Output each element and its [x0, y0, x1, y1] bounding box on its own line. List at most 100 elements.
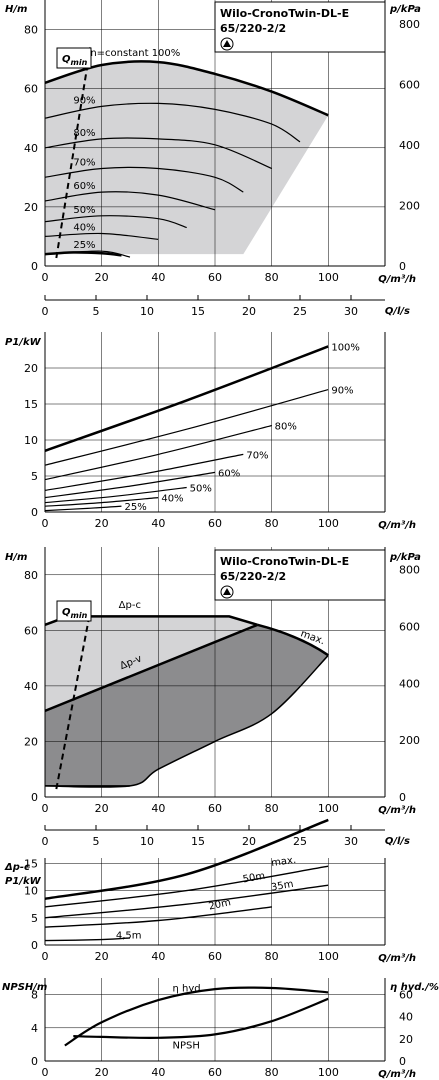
control-power-curve-35m [44, 884, 329, 919]
power-curve-label: 25% [125, 502, 147, 513]
head-x-tick-label: 100 [318, 271, 339, 284]
power-x-tick-label: 40 [151, 517, 165, 530]
power-y-tick-label: 15 [24, 398, 38, 411]
head-qmin-label: Qmin [62, 54, 88, 67]
power-y-tick-label: 20 [24, 362, 38, 375]
head-curve-label: 25% [73, 240, 95, 251]
control-head-y-right-tick-label: 600 [399, 621, 420, 634]
control-head-x-label: Q/m³/h [378, 805, 416, 816]
control-power-curve-label: 50m [242, 871, 266, 886]
power-x-tick-label: 60 [208, 517, 222, 530]
control-power-y-tick-label: 10 [24, 885, 38, 898]
npsh-curve-efficiency [64, 986, 329, 1047]
control-power-curve-label: max. [271, 855, 297, 869]
head-secondary-tick-label: 25 [293, 305, 307, 318]
npsh-x-tick-label: 100 [318, 1066, 339, 1079]
control-power-curve-label: 20m [208, 897, 232, 912]
head-x-tick-label: 80 [265, 271, 279, 284]
control-head-qmin-rect [56, 600, 92, 622]
control-head-x-tick-label: 40 [151, 802, 165, 815]
control-power-x-tick-label: 60 [208, 950, 222, 963]
power-x-label: Q/m³/h [378, 520, 416, 531]
control-head-secondary-tick-label: 25 [293, 835, 307, 848]
npsh-y-right-tick-label: 20 [399, 1033, 413, 1046]
npsh-x-tick-label: 80 [265, 1066, 279, 1079]
head-secondary-x-label: Q/l/s [385, 306, 410, 317]
control-head-title-bg [214, 549, 386, 601]
control-head-qmin-sub: min [71, 611, 88, 620]
control-head-qmin-q: Q [62, 607, 71, 618]
control-power-x-tick-label: 0 [42, 950, 49, 963]
head-curve-label: 40% [73, 222, 95, 233]
head-x-tick-label: 60 [208, 271, 222, 284]
npsh-x-tick-label: 40 [151, 1066, 165, 1079]
control-power-curve-label: 35m [270, 879, 294, 894]
control-head-subtitle: 65/220-2/2 [220, 570, 286, 583]
control-head-dpv-area [45, 624, 329, 788]
npsh-x-tick-label: 60 [208, 1066, 222, 1079]
npsh-y-label: NPSH/m [2, 982, 47, 993]
power-curve-80- [44, 425, 272, 481]
head-title: Wilo-CronoTwin-DL-E [220, 7, 349, 20]
head-x-tick-label: 0 [42, 271, 49, 284]
power-curve-label: 90% [331, 386, 353, 397]
head-secondary-tick-label: 10 [140, 305, 154, 318]
head-y-right-tick-label: 400 [399, 139, 420, 152]
power-curve-label: 70% [246, 450, 268, 461]
head-curve-90- [44, 102, 301, 143]
control-head-x-tick-label: 0 [42, 802, 49, 815]
head-curve-label: 50% [73, 205, 95, 216]
head-y-tick-label: 20 [24, 201, 38, 214]
power-curve-60- [44, 471, 216, 499]
head-y-right-tick-label: 0 [399, 260, 406, 273]
head-curve-80- [44, 137, 272, 170]
head-curve-label: n=constant 100% [90, 48, 180, 59]
head-curve-label: 70% [73, 157, 95, 168]
head-curve-label: 80% [73, 128, 95, 139]
control-power-curve-label: 4,5m [116, 930, 142, 941]
control-power-x-tick-label: 100 [318, 950, 339, 963]
power-curve-label: 50% [190, 484, 212, 495]
control-head-dpc-area [45, 616, 258, 711]
control-head-secondary-tick-label: 15 [191, 835, 205, 848]
control-head-y-label: H/m [5, 552, 27, 563]
power-curve-label: 80% [275, 422, 297, 433]
head-curve-label: 60% [73, 181, 95, 192]
control-power-curve-20m [44, 906, 272, 928]
npsh-y-right-label: η hyd./% [390, 982, 439, 993]
control-power-x-tick-label: 20 [95, 950, 109, 963]
head-operating-area [45, 61, 329, 255]
control-head-x-tick-label: 20 [95, 802, 109, 815]
power-y-tick-label: 10 [24, 434, 38, 447]
control-head-y-tick-label: 40 [24, 680, 38, 693]
control-head-title: Wilo-CronoTwin-DL-E [220, 555, 349, 568]
head-qmin-box: Qmin [56, 47, 92, 69]
head-qmin-line [55, 47, 92, 259]
head-subtitle: 65/220-2/2 [220, 22, 286, 35]
control-head-max-line [257, 623, 330, 657]
power-y-label: P1/kW [5, 337, 42, 348]
npsh-npsh-label: NPSH [173, 1041, 200, 1052]
control-head-y-tick-label: 0 [31, 791, 38, 804]
control-head-dpc-label: Δp-c [119, 600, 141, 611]
control-head-brand-logo-triangle [223, 588, 231, 595]
head-y-label: H/m [5, 4, 27, 15]
head-x-label: Q/m³/h [378, 274, 416, 285]
npsh-x-tick-label: 0 [42, 1066, 49, 1079]
head-secondary-tick-label: 5 [93, 305, 100, 318]
control-head-dpc-line [44, 615, 258, 626]
power-y-tick-label: 0 [31, 506, 38, 519]
npsh-y-right-tick-label: 40 [399, 1011, 413, 1024]
head-x-tick-label: 20 [95, 271, 109, 284]
power-curve-label: 100% [331, 342, 360, 353]
head-secondary-tick-label: 0 [42, 305, 49, 318]
head-qmin-rect [56, 47, 92, 69]
control-head-secondary-tick-label: 5 [93, 835, 100, 848]
npsh-y-tick-label: 8 [31, 989, 38, 1002]
power-curve-70- [44, 453, 244, 491]
head-qmin-q: Q [62, 54, 71, 65]
power-y-tick-label: 5 [31, 470, 38, 483]
control-head-dpv-line [44, 623, 258, 713]
control-head-y-right-tick-label: 400 [399, 677, 420, 690]
